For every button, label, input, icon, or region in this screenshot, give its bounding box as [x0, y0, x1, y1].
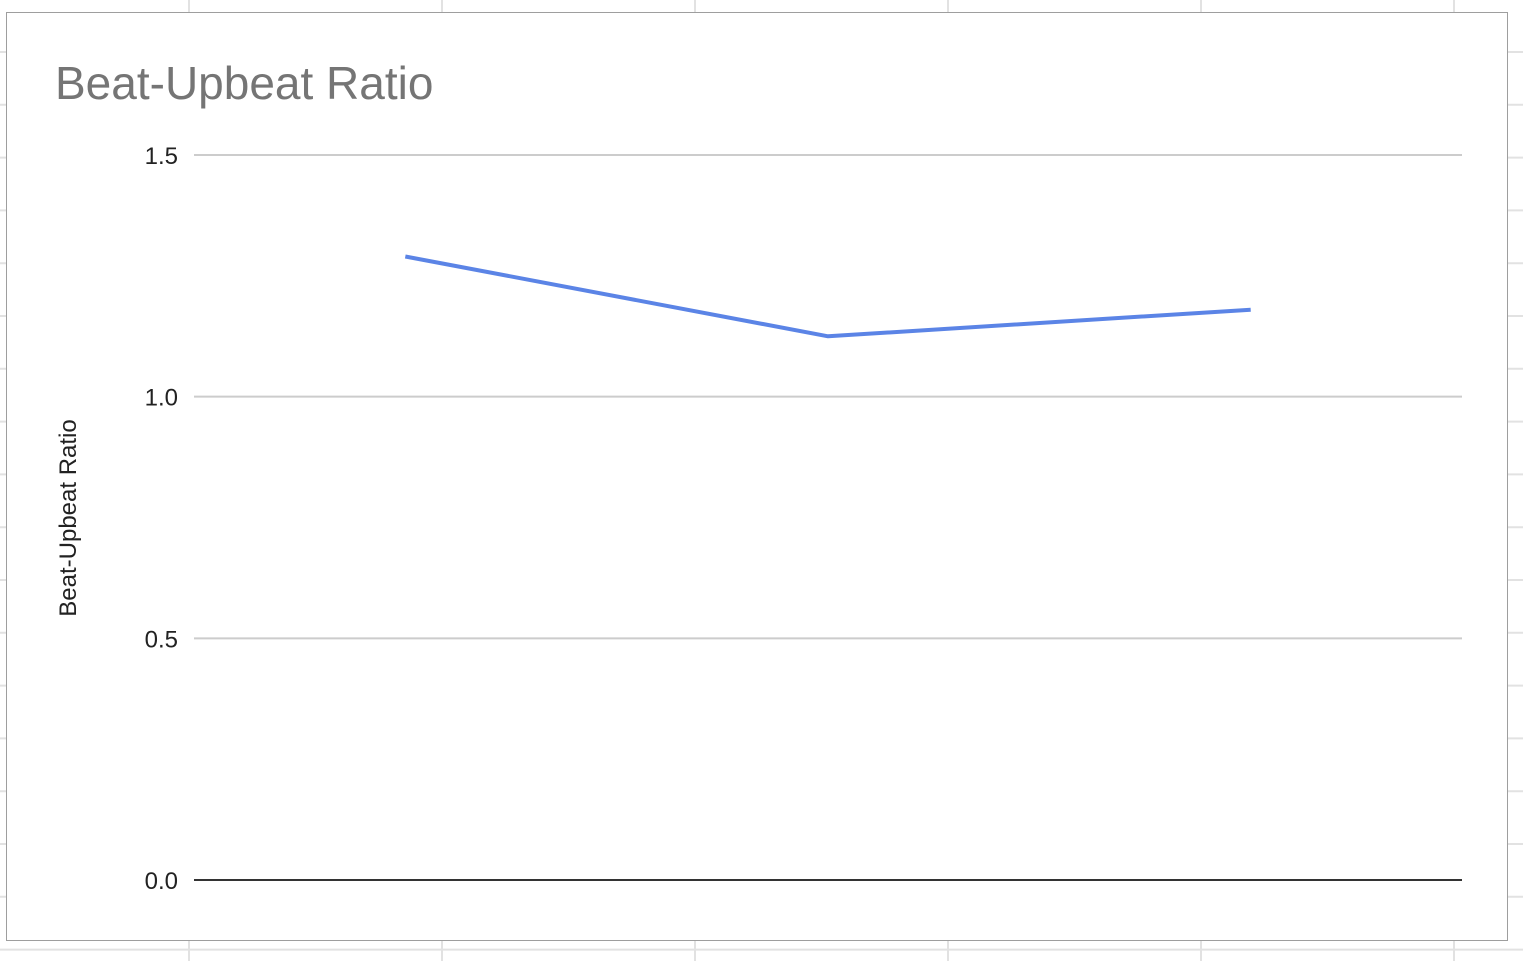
series-line-0[interactable]	[405, 257, 1250, 337]
y-tick-label-1.5: 1.5	[145, 143, 178, 170]
y-tick-label-1.0: 1.0	[145, 385, 178, 412]
y-tick-label-0.0: 0.0	[145, 868, 178, 895]
gridlines	[194, 155, 1462, 880]
series-lines	[405, 257, 1250, 337]
y-axis-ticks: 0.0 0.5 1.0 1.5	[145, 143, 178, 895]
chart-title: Beat-Upbeat Ratio	[55, 57, 433, 109]
y-axis-title: Beat-Upbeat Ratio	[55, 419, 82, 616]
y-tick-label-0.5: 0.5	[145, 626, 178, 653]
